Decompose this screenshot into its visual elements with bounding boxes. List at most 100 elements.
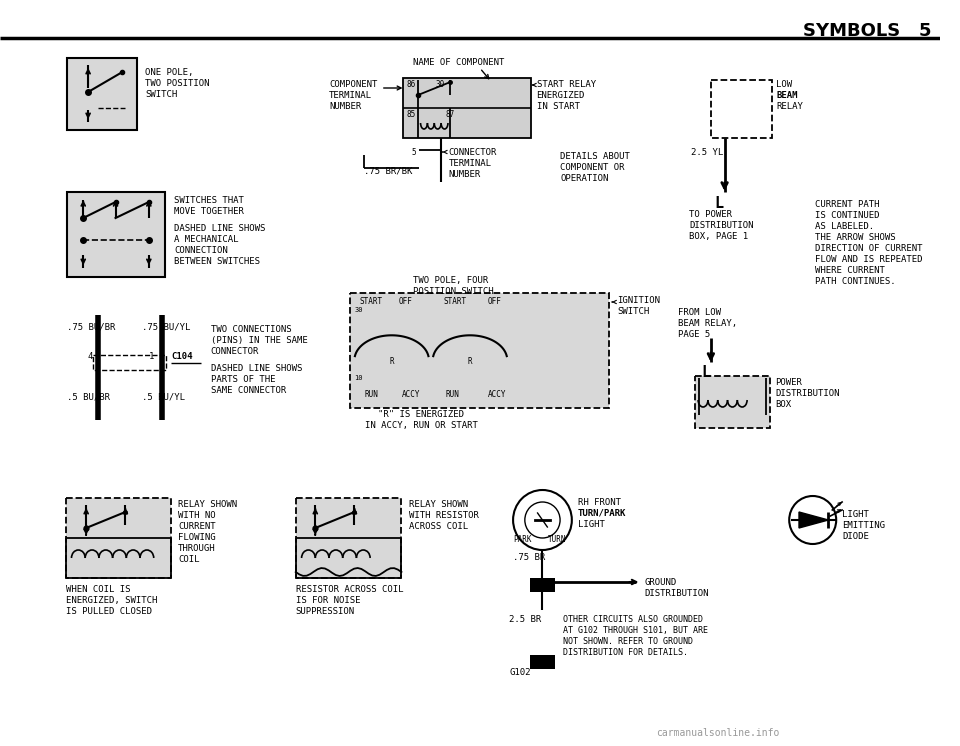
Text: A MECHANICAL: A MECHANICAL — [175, 235, 239, 244]
Text: BETWEEN SWITCHES: BETWEEN SWITCHES — [175, 257, 260, 266]
Text: GROUND: GROUND — [644, 578, 677, 587]
Text: 30: 30 — [436, 80, 445, 89]
Text: carmanualsonline.info: carmanualsonline.info — [656, 728, 780, 738]
Text: DASHED LINE SHOWS: DASHED LINE SHOWS — [175, 224, 266, 233]
Text: OFF: OFF — [398, 297, 413, 306]
Text: DETAILS ABOUT: DETAILS ABOUT — [560, 152, 630, 161]
Text: POSITION SWITCH: POSITION SWITCH — [413, 287, 493, 296]
Bar — [66, 192, 164, 277]
Text: 4: 4 — [87, 352, 92, 361]
Text: DASHED LINE SHOWS: DASHED LINE SHOWS — [210, 364, 301, 373]
Text: .75 BR/BK: .75 BR/BK — [364, 166, 413, 175]
Text: CURRENT: CURRENT — [179, 522, 216, 531]
Text: WITH NO: WITH NO — [179, 511, 216, 520]
Text: ACCY: ACCY — [488, 390, 506, 399]
Bar — [65, 498, 171, 578]
Bar — [66, 58, 137, 130]
Text: LIGHT: LIGHT — [578, 520, 605, 529]
Text: 30: 30 — [354, 307, 363, 313]
Text: TWO POSITION: TWO POSITION — [145, 79, 209, 88]
Text: POWER: POWER — [776, 378, 803, 387]
Bar — [93, 355, 166, 370]
Text: IGNITION: IGNITION — [617, 296, 660, 305]
Text: TWO POLE, FOUR: TWO POLE, FOUR — [413, 276, 489, 285]
Text: CONNECTOR: CONNECTOR — [448, 148, 497, 157]
Text: COMPONENT: COMPONENT — [329, 80, 377, 89]
Text: TURN: TURN — [548, 535, 566, 544]
Text: AS LABELED.: AS LABELED. — [815, 222, 874, 231]
Text: RUN: RUN — [364, 390, 378, 399]
Text: BEAM RELAY,: BEAM RELAY, — [678, 319, 736, 328]
Text: .75 BU/BR: .75 BU/BR — [66, 322, 115, 331]
Text: DISTRIBUTION: DISTRIBUTION — [776, 389, 840, 398]
Text: .5 BU/BR: .5 BU/BR — [66, 393, 109, 402]
Text: OTHER CIRCUITS ALSO GROUNDED: OTHER CIRCUITS ALSO GROUNDED — [563, 615, 703, 624]
Text: TERMINAL: TERMINAL — [448, 159, 492, 168]
Text: SAME CONNECTOR: SAME CONNECTOR — [210, 386, 286, 395]
Text: THROUGH: THROUGH — [179, 544, 216, 553]
Text: 86: 86 — [406, 80, 416, 89]
Text: DISTRIBUTION: DISTRIBUTION — [689, 221, 754, 230]
Text: ENERGIZED: ENERGIZED — [537, 91, 585, 100]
Text: RH FRONT: RH FRONT — [578, 498, 621, 507]
Text: MOVE TOGETHER: MOVE TOGETHER — [175, 207, 244, 216]
Text: BEAM: BEAM — [777, 91, 798, 100]
Text: IS CONTINUED: IS CONTINUED — [815, 211, 879, 220]
Text: RELAY SHOWN: RELAY SHOWN — [179, 500, 237, 509]
Text: PARK: PARK — [513, 535, 532, 544]
Text: START: START — [444, 297, 467, 306]
Text: NOT SHOWN. REFER TO GROUND: NOT SHOWN. REFER TO GROUND — [563, 637, 693, 646]
Bar — [530, 655, 555, 669]
Text: .75 BU/YL: .75 BU/YL — [142, 322, 190, 331]
Text: PATH CONTINUES.: PATH CONTINUES. — [815, 277, 896, 286]
Text: CONNECTION: CONNECTION — [175, 246, 228, 255]
Text: G102: G102 — [509, 668, 531, 677]
Text: .75 BR: .75 BR — [513, 553, 545, 562]
Text: ACCY: ACCY — [401, 390, 420, 399]
Text: SWITCH: SWITCH — [145, 90, 178, 99]
Text: EMITTING: EMITTING — [842, 521, 885, 530]
Text: START RELAY: START RELAY — [537, 80, 596, 89]
Text: BOX, PAGE 1: BOX, PAGE 1 — [689, 232, 749, 241]
Bar — [530, 578, 555, 592]
Text: DISTRIBUTION FOR DETAILS.: DISTRIBUTION FOR DETAILS. — [563, 648, 688, 657]
Text: ENERGIZED, SWITCH: ENERGIZED, SWITCH — [65, 596, 157, 605]
Text: L: L — [701, 365, 710, 380]
Text: C104: C104 — [171, 352, 193, 361]
Text: 5: 5 — [411, 148, 416, 157]
Bar — [695, 376, 770, 428]
Text: IN ACCY, RUN OR START: IN ACCY, RUN OR START — [365, 421, 477, 430]
Text: WITH RESISTOR: WITH RESISTOR — [409, 511, 479, 520]
Text: COIL: COIL — [179, 555, 200, 564]
Text: NAME OF COMPONENT: NAME OF COMPONENT — [413, 58, 504, 67]
Text: .5 BU/YL: .5 BU/YL — [142, 393, 185, 402]
Text: COMPONENT OR: COMPONENT OR — [560, 163, 625, 172]
Text: FLOWING: FLOWING — [179, 533, 216, 542]
Text: L: L — [715, 196, 724, 211]
Text: SYMBOLS   5: SYMBOLS 5 — [803, 22, 931, 40]
Text: DISTRIBUTION: DISTRIBUTION — [644, 589, 708, 598]
Text: FROM LOW: FROM LOW — [678, 308, 721, 317]
Text: TWO CONNECTIONS: TWO CONNECTIONS — [210, 325, 291, 334]
Text: ACROSS COIL: ACROSS COIL — [409, 522, 468, 531]
Text: R: R — [390, 357, 394, 366]
Bar — [349, 293, 609, 408]
Text: 2.5 YL: 2.5 YL — [691, 148, 724, 157]
Text: (PINS) IN THE SAME: (PINS) IN THE SAME — [210, 336, 307, 345]
Text: START: START — [359, 297, 382, 306]
Text: SWITCHES THAT: SWITCHES THAT — [175, 196, 244, 205]
Text: TO POWER: TO POWER — [689, 210, 732, 219]
Text: S101: S101 — [509, 581, 529, 590]
Text: RESISTOR ACROSS COIL: RESISTOR ACROSS COIL — [296, 585, 403, 594]
Text: WHERE CURRENT: WHERE CURRENT — [815, 266, 884, 275]
Text: FLOW AND IS REPEATED: FLOW AND IS REPEATED — [815, 255, 923, 264]
Text: OFF: OFF — [488, 297, 501, 306]
Text: NUMBER: NUMBER — [448, 170, 481, 179]
Text: THE ARROW SHOWS: THE ARROW SHOWS — [815, 233, 896, 242]
Text: ONE POLE,: ONE POLE, — [145, 68, 193, 77]
Text: DIODE: DIODE — [842, 532, 869, 541]
Text: 87: 87 — [445, 110, 455, 119]
Text: PARTS OF THE: PARTS OF THE — [210, 375, 275, 384]
Text: NUMBER: NUMBER — [329, 102, 361, 111]
Text: SWITCH: SWITCH — [617, 307, 649, 316]
